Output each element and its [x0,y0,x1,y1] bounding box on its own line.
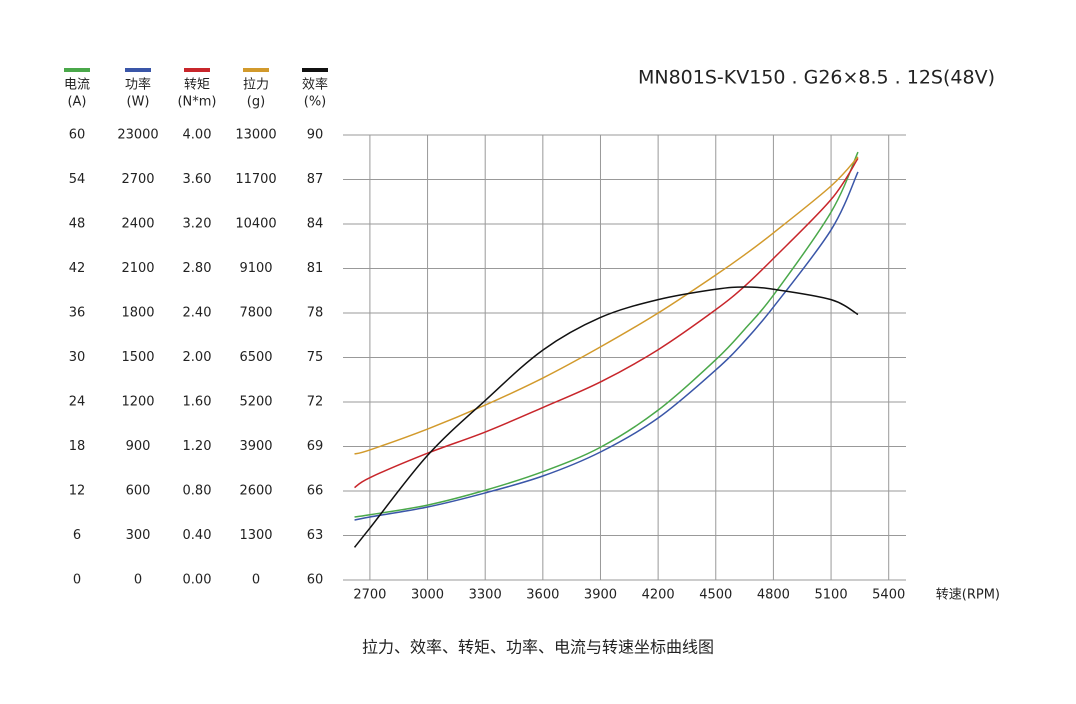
y-tick-label: 69 [307,439,324,454]
legend-swatch [302,68,328,72]
x-tick-label: 4200 [642,588,675,603]
axis-unit: (W) [127,95,150,110]
y-tick-label: 84 [307,217,324,232]
y-tick-label: 48 [69,217,86,232]
y-tick-label: 66 [307,484,324,499]
y-tick-label: 1500 [121,350,154,365]
axis-name: 功率 [125,77,151,93]
axis-name: 转矩 [184,78,210,93]
y-tick-label: 63 [307,528,324,543]
y-tick-label: 4.00 [183,128,212,143]
line [353,286,859,548]
x-tick-label: 5400 [872,588,905,603]
axis-unit: (%) [304,95,327,110]
y-tick-label: 42 [69,261,86,276]
y-tick-label: 9100 [239,261,272,276]
legend-swatch [184,68,210,72]
y-tick-label: 54 [69,172,86,187]
y-tick-label: 2700 [121,172,154,187]
y-tick-label: 24 [69,395,86,410]
caption: 拉力、效率、转矩、功率、电流与转速坐标曲线图 [362,638,714,657]
y-tick-label: 23000 [117,128,158,143]
y-tick-label: 6500 [239,350,272,365]
line [354,156,859,455]
axis-name: 拉力 [243,78,269,93]
y-tick-label: 1.60 [183,395,212,410]
axis-unit: (N*m) [177,95,216,110]
y-tick-label: 11700 [235,172,276,187]
x-tick-label: 4800 [757,588,790,603]
y-tick-label: 36 [69,306,86,321]
x-tick-label: 3600 [526,588,559,603]
y-tick-label: 0 [252,573,260,588]
y-tick-label: 300 [126,528,151,543]
y-tick-label: 30 [69,350,86,365]
y-tick-label: 2100 [121,261,154,276]
y-tick-label: 1200 [121,395,154,410]
chart-title: MN801S-KV150 . G26×8.5 . 12S(48V) [638,67,995,89]
y-tick-label: 72 [307,395,324,410]
y-tick-label: 600 [126,484,151,499]
y-tick-label: 0 [73,573,81,588]
line [354,171,859,521]
y-tick-label: 2.40 [183,306,212,321]
y-tick-label: 7800 [239,306,272,321]
y-tick-label: 1800 [121,306,154,321]
y-tick-label: 5200 [239,395,272,410]
legend-swatch [243,68,269,72]
y-tick-label: 3.20 [183,217,212,232]
y-tick-label: 87 [307,172,324,187]
y-tick-label: 60 [69,128,86,143]
x-tick-label: 3000 [411,588,444,603]
legend-swatch [125,68,151,72]
y-tick-label: 10400 [235,217,276,232]
y-tick-label: 6 [73,528,81,543]
x-tick-label: 3300 [469,588,502,603]
y-tick-label: 0 [134,573,142,588]
y-tick-label: 78 [307,306,324,321]
y-tick-label: 18 [69,439,86,454]
y-tick-label: 12 [69,484,86,499]
y-tick-label: 0.40 [183,528,212,543]
x-tick-label: 2700 [353,588,386,603]
x-tick-label: 4500 [699,588,732,603]
y-tick-label: 2.80 [183,261,212,276]
y-tick-label: 13000 [235,128,276,143]
x-tick-label: 5100 [815,588,848,603]
y-tick-label: 0.00 [183,573,212,588]
y-tick-label: 2400 [121,217,154,232]
axis-name: 电流 [64,78,90,93]
axis-unit: (g) [247,95,265,110]
y-tick-label: 1300 [239,528,272,543]
y-tick-label: 90 [307,128,324,143]
y-tick-label: 2600 [239,484,272,499]
x-tick-label: 3900 [584,588,617,603]
y-tick-label: 0.80 [183,484,212,499]
legend-swatch [64,68,90,72]
y-tick-label: 2.00 [183,350,212,365]
y-tick-label: 75 [307,350,324,365]
y-tick-label: 3900 [239,439,272,454]
y-tick-label: 1.20 [183,439,212,454]
y-tick-label: 3.60 [183,172,212,187]
axis-name: 效率 [302,77,328,93]
y-tick-label: 60 [307,573,324,588]
line [354,151,859,518]
y-tick-label: 81 [307,261,324,276]
y-tick-label: 900 [126,439,151,454]
x-axis-label: 转速(RPM) [936,588,1000,603]
axis-unit: (A) [67,95,86,110]
line [354,157,859,489]
